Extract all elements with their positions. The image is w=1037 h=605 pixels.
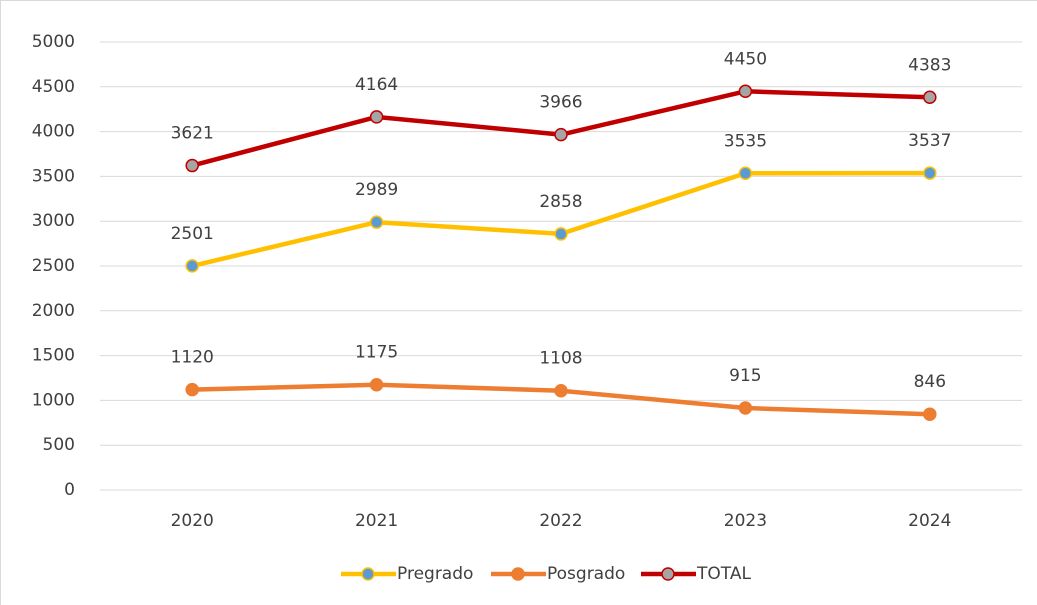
data-label: 2989 — [355, 180, 398, 200]
y-tick-label: 3000 — [32, 211, 75, 231]
y-tick-label: 5000 — [32, 32, 75, 52]
marker — [923, 407, 937, 421]
marker — [554, 383, 568, 398]
marker — [185, 382, 199, 397]
marker — [369, 377, 384, 392]
y-tick-label: 4500 — [32, 77, 75, 97]
data-label: 1175 — [355, 343, 398, 363]
marker — [185, 158, 199, 173]
legend-item: TOTAL — [641, 564, 751, 584]
y-tick-label: 3500 — [32, 166, 75, 186]
data-label: 3966 — [539, 93, 582, 113]
marker — [923, 166, 937, 180]
data-label: 4450 — [724, 49, 767, 69]
data-label: 2858 — [539, 192, 582, 212]
legend-label: Pregrado — [397, 564, 473, 584]
y-tick-label: 2500 — [32, 256, 75, 276]
data-label: 2501 — [171, 224, 214, 244]
marker — [554, 227, 568, 241]
data-label: 3535 — [724, 131, 767, 151]
data-label: 915 — [729, 366, 761, 386]
y-tick-label: 1000 — [32, 390, 75, 410]
y-tick-label: 0 — [64, 480, 75, 500]
data-label: 4164 — [355, 75, 398, 95]
marker — [185, 259, 199, 273]
legend-label: Posgrado — [547, 564, 625, 584]
data-label: 4383 — [908, 55, 951, 75]
y-tick-label: 4000 — [32, 122, 75, 142]
legend-item: Pregrado — [341, 564, 473, 584]
x-tick-label: 2024 — [908, 511, 951, 531]
data-label: 3537 — [908, 131, 951, 151]
marker — [554, 127, 568, 142]
marker — [738, 166, 753, 181]
y-tick-label: 2000 — [32, 301, 75, 321]
y-tick-label: 500 — [43, 435, 75, 455]
marker — [923, 90, 937, 105]
marker — [738, 401, 753, 415]
data-label: 1108 — [539, 349, 582, 369]
legend-label: TOTAL — [696, 564, 751, 584]
marker — [369, 215, 384, 229]
legend-item: Posgrado — [491, 564, 625, 584]
y-tick-label: 1500 — [32, 346, 75, 366]
marker — [369, 110, 384, 124]
legend-marker — [511, 567, 525, 581]
data-label: 3621 — [171, 124, 214, 144]
marker — [738, 84, 753, 99]
data-label: 846 — [914, 372, 946, 392]
x-tick-label: 2021 — [355, 511, 398, 531]
x-tick-label: 2022 — [539, 511, 582, 531]
data-label: 1120 — [171, 348, 214, 368]
legend-marker — [361, 567, 375, 581]
legend-marker — [661, 567, 675, 581]
x-tick-label: 2023 — [724, 511, 767, 531]
x-tick-label: 2020 — [171, 511, 214, 531]
